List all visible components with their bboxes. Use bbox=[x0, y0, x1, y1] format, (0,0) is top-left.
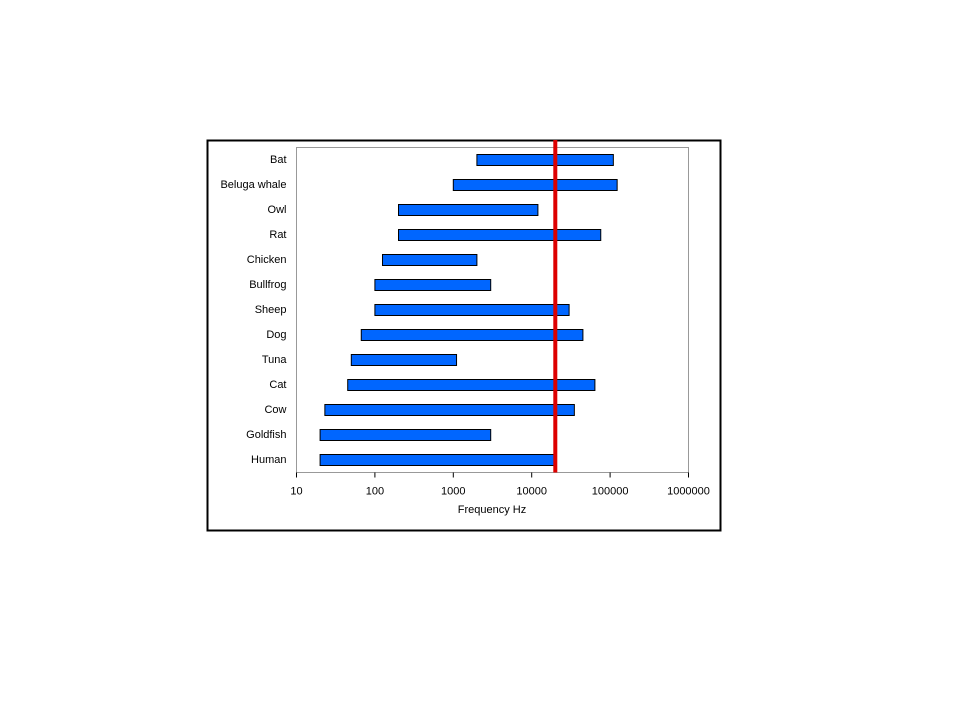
y-tick-label: Tuna bbox=[262, 354, 288, 366]
x-tick-label: 1000 bbox=[441, 485, 465, 497]
y-tick-label: Bat bbox=[270, 154, 287, 166]
y-tick-label: Bullfrog bbox=[249, 279, 286, 291]
y-tick-label: Rat bbox=[269, 229, 286, 241]
bar bbox=[374, 304, 570, 316]
bar bbox=[374, 279, 492, 291]
bar bbox=[324, 404, 575, 416]
bar bbox=[398, 229, 602, 241]
bar bbox=[381, 254, 478, 266]
y-tick-label: Sheep bbox=[255, 304, 287, 316]
bar bbox=[319, 454, 556, 466]
x-tick-label: 100 bbox=[366, 485, 384, 497]
x-tick-label: 100000 bbox=[592, 485, 629, 497]
bar bbox=[360, 329, 584, 341]
bar bbox=[398, 204, 539, 216]
bar bbox=[350, 354, 458, 366]
x-tick-label: 10 bbox=[290, 485, 302, 497]
y-tick-label: Cat bbox=[269, 379, 286, 391]
y-tick-label: Chicken bbox=[247, 254, 287, 266]
y-tick-label: Dog bbox=[266, 329, 286, 341]
y-tick-label: Owl bbox=[268, 204, 287, 216]
bar bbox=[347, 379, 596, 391]
bar bbox=[476, 154, 614, 166]
x-axis-label: Frequency Hz bbox=[458, 504, 526, 516]
y-tick-label: Beluga whale bbox=[220, 179, 286, 191]
y-tick-label: Human bbox=[251, 454, 286, 466]
bar bbox=[452, 179, 618, 191]
bar bbox=[319, 429, 492, 441]
x-tick-label: 10000 bbox=[516, 485, 547, 497]
y-tick-label: Goldfish bbox=[246, 429, 286, 441]
y-tick-label: Cow bbox=[264, 404, 286, 416]
x-tick-label: 1000000 bbox=[667, 485, 710, 497]
